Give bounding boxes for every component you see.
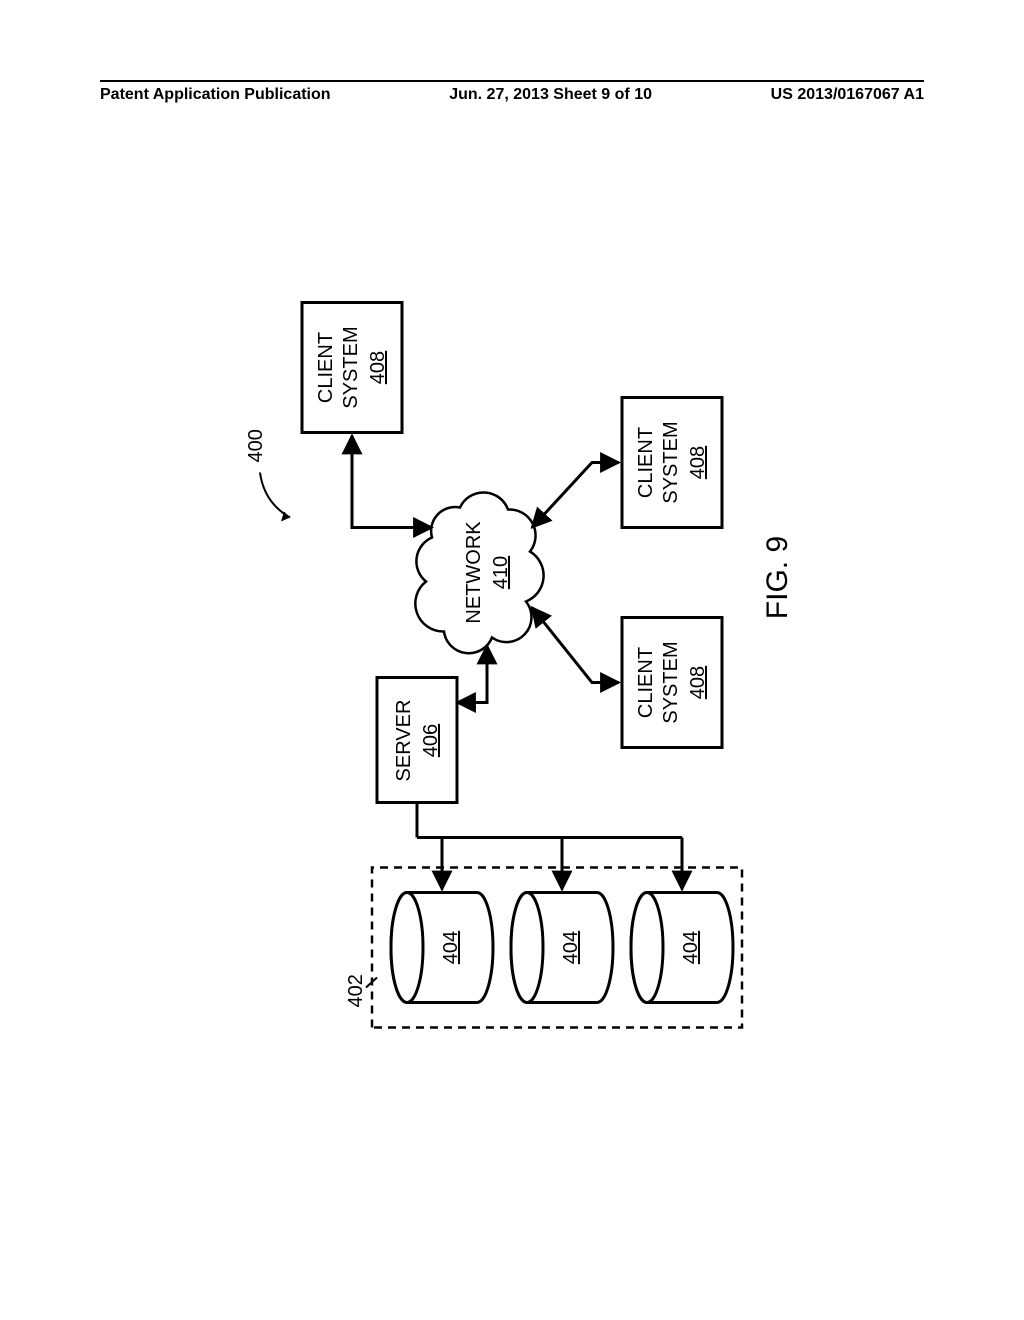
ref-400: 400 (245, 429, 267, 462)
db-1-num: 404 (440, 931, 462, 964)
network-num: 410 (490, 556, 512, 589)
client-2-num: 408 (687, 666, 709, 699)
ref-402: 402 (345, 974, 367, 1007)
db-2: 404 (511, 893, 613, 1003)
db-3: 404 (631, 893, 733, 1003)
server-label: SERVER (393, 700, 415, 782)
figure-diagram: 400 402 404 404 404 SERVER (232, 268, 792, 1053)
network-label: NETWORK (463, 521, 485, 624)
network-cloud: NETWORK 410 (415, 492, 543, 653)
header-right: US 2013/0167067 A1 (771, 86, 924, 104)
server-num: 406 (420, 724, 442, 757)
client-3-label2: SYSTEM (660, 421, 682, 503)
db-3-num: 404 (680, 931, 702, 964)
db-1: 404 (391, 893, 493, 1003)
client-2-label2: SYSTEM (660, 641, 682, 723)
client-2-label1: CLIENT (635, 647, 657, 718)
client-3-label1: CLIENT (635, 427, 657, 498)
page-header: Patent Application Publication Jun. 27, … (100, 80, 924, 104)
client-1-num: 408 (367, 351, 389, 384)
client-1-label1: CLIENT (315, 332, 337, 403)
header-left: Patent Application Publication (100, 86, 331, 104)
server-box (377, 678, 457, 803)
client-1-label2: SYSTEM (340, 326, 362, 408)
client-3-num: 408 (687, 446, 709, 479)
header-center: Jun. 27, 2013 Sheet 9 of 10 (449, 86, 652, 104)
db-2-num: 404 (560, 931, 582, 964)
figure-label: FIG. 9 (761, 536, 792, 619)
